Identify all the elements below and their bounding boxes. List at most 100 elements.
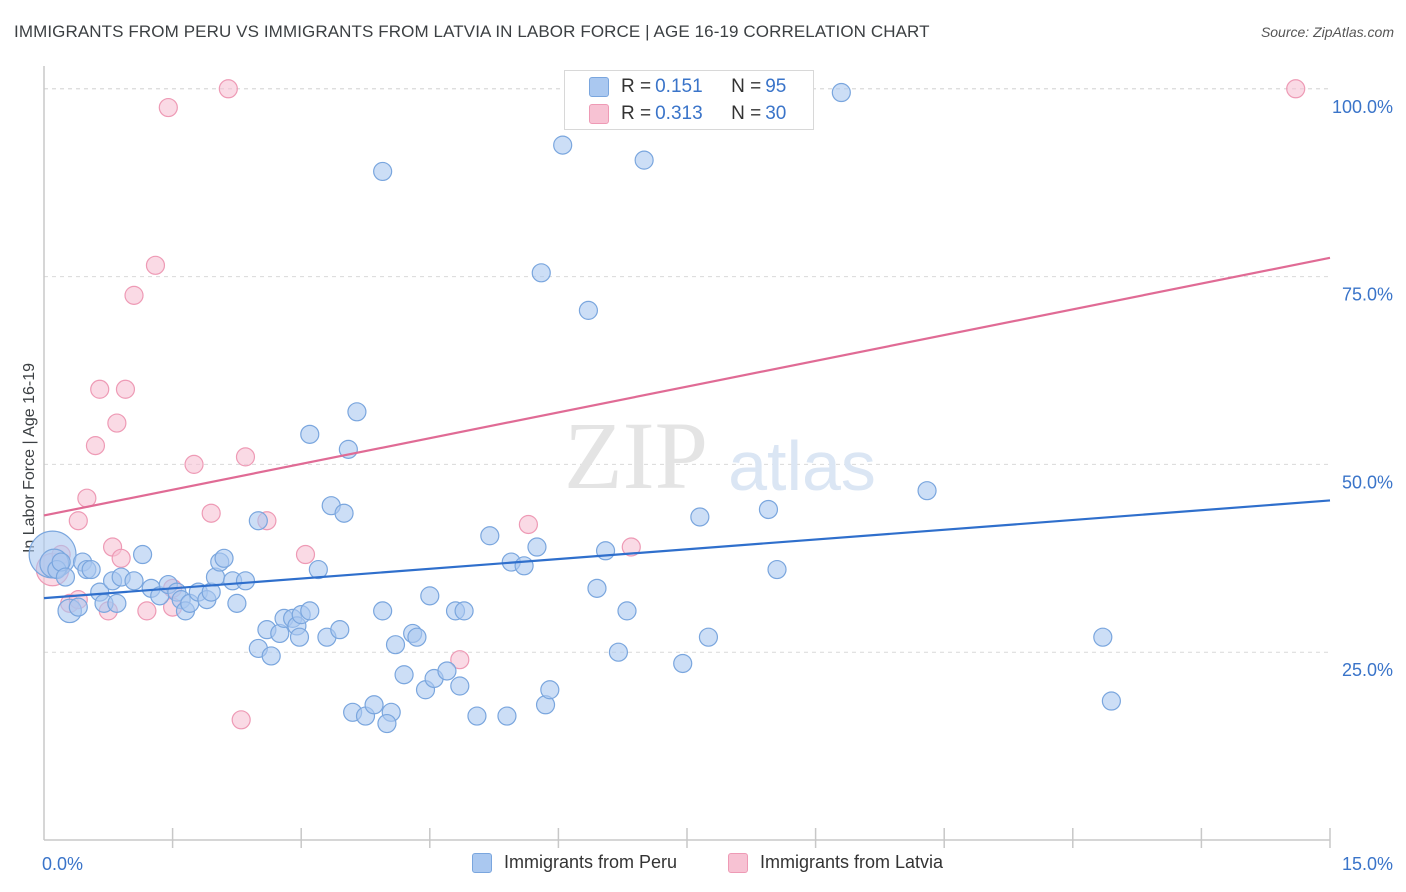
y-tick-label: 50.0% [1342,472,1393,492]
x-tick-label: 15.0% [1342,854,1393,874]
x-tick-label: 0.0% [42,854,83,874]
point-latvia [184,454,204,474]
legend-item-latvia[interactable]: Immigrants from Latvia [728,852,943,873]
point-peru [480,526,500,546]
point-latvia [158,97,178,118]
axes [43,66,1331,848]
point-peru [347,402,367,422]
point-peru [1093,627,1113,647]
source-credit: Source: ZipAtlas.com [1260,24,1394,40]
point-latvia [1286,79,1306,99]
point-peru [300,601,320,621]
trendline-peru [43,499,1331,600]
legend-label-peru: Immigrants from Peru [504,852,678,872]
point-peru [248,511,268,531]
point-latvia [68,511,88,531]
point-peru [758,499,779,520]
point-latvia [137,601,157,621]
point-peru [55,567,76,587]
point-peru [1101,691,1121,711]
legend-n-value-peru: 95 [765,76,787,97]
series-peru [28,82,1121,734]
point-peru [617,601,637,621]
point-peru [377,713,397,734]
point-peru [334,503,354,523]
point-peru [634,150,654,170]
grid [44,88,1330,653]
trendlines [43,256,1331,600]
y-tick-label: 100.0% [1332,97,1393,117]
point-peru [917,481,937,501]
point-peru [514,556,534,576]
legend-swatch-latvia [728,852,748,873]
trendline-latvia [43,256,1331,517]
legend-row-peru: R = 0.151 N = 95 [589,74,790,100]
legend-swatch-latvia [589,104,609,124]
point-peru [364,695,384,715]
point-peru [420,586,440,606]
point-peru [107,593,127,613]
point-latvia [218,79,238,99]
point-peru [595,541,616,561]
point-latvia [235,447,256,467]
point-latvia [621,537,641,557]
point-peru [373,601,393,621]
point-latvia [90,379,110,399]
legend-n-value-latvia: 30 [765,103,787,124]
point-peru [81,559,101,580]
point-peru [437,661,457,681]
point-peru [553,135,573,155]
legend-r-value-peru: 0.151 [655,76,703,97]
legend-n-label: N = [731,76,762,97]
point-peru [227,593,247,613]
point-latvia [77,488,97,508]
point-peru [497,706,517,726]
legend-r-value-latvia: 0.313 [655,103,703,124]
point-latvia [115,379,136,399]
point-peru [68,597,88,617]
series-legend: Immigrants from Peru Immigrants from Lat… [0,850,1406,880]
point-peru [407,627,427,647]
point-peru [214,548,234,568]
point-peru [608,642,629,662]
legend-label-latvia: Immigrants from Latvia [760,852,944,872]
point-latvia [518,514,538,535]
point-peru [578,300,599,320]
correlation-legend: R = 0.151 N = 95 R = 0.313 N = 30 [564,70,814,130]
legend-swatch-peru [472,852,492,873]
point-peru [261,646,281,666]
legend-item-peru[interactable]: Immigrants from Peru [472,852,677,873]
point-latvia [107,413,127,433]
watermark-atlas: atlas [728,427,876,505]
point-peru [373,161,393,182]
point-peru [454,601,474,621]
watermark-zip: ZIP [564,402,708,509]
point-peru [673,653,693,674]
point-peru [540,680,560,700]
point-peru [767,559,787,580]
y-tick-label: 75.0% [1342,285,1393,305]
point-peru [394,665,414,685]
chart-title: IMMIGRANTS FROM PERU VS IMMIGRANTS FROM … [14,22,930,41]
point-latvia [85,436,106,456]
point-peru [831,82,851,103]
point-latvia [295,544,316,565]
point-peru [385,635,406,655]
point-peru [330,620,350,640]
point-latvia [231,710,251,730]
tick-labels: 25.0% 50.0% 75.0% 100.0% 0.0% 15.0% [42,97,1393,874]
legend-row-latvia: R = 0.313 N = 30 [589,101,790,127]
point-peru [300,424,320,444]
point-latvia [201,503,221,523]
point-peru [690,507,710,527]
point-peru [527,537,547,557]
point-peru [235,571,256,591]
point-latvia [145,255,166,275]
point-peru [531,263,551,283]
point-peru [124,571,144,591]
point-latvia [111,548,131,568]
point-peru [698,627,719,647]
legend-n-label: N = [731,103,762,124]
legend-swatch-peru [589,77,609,97]
